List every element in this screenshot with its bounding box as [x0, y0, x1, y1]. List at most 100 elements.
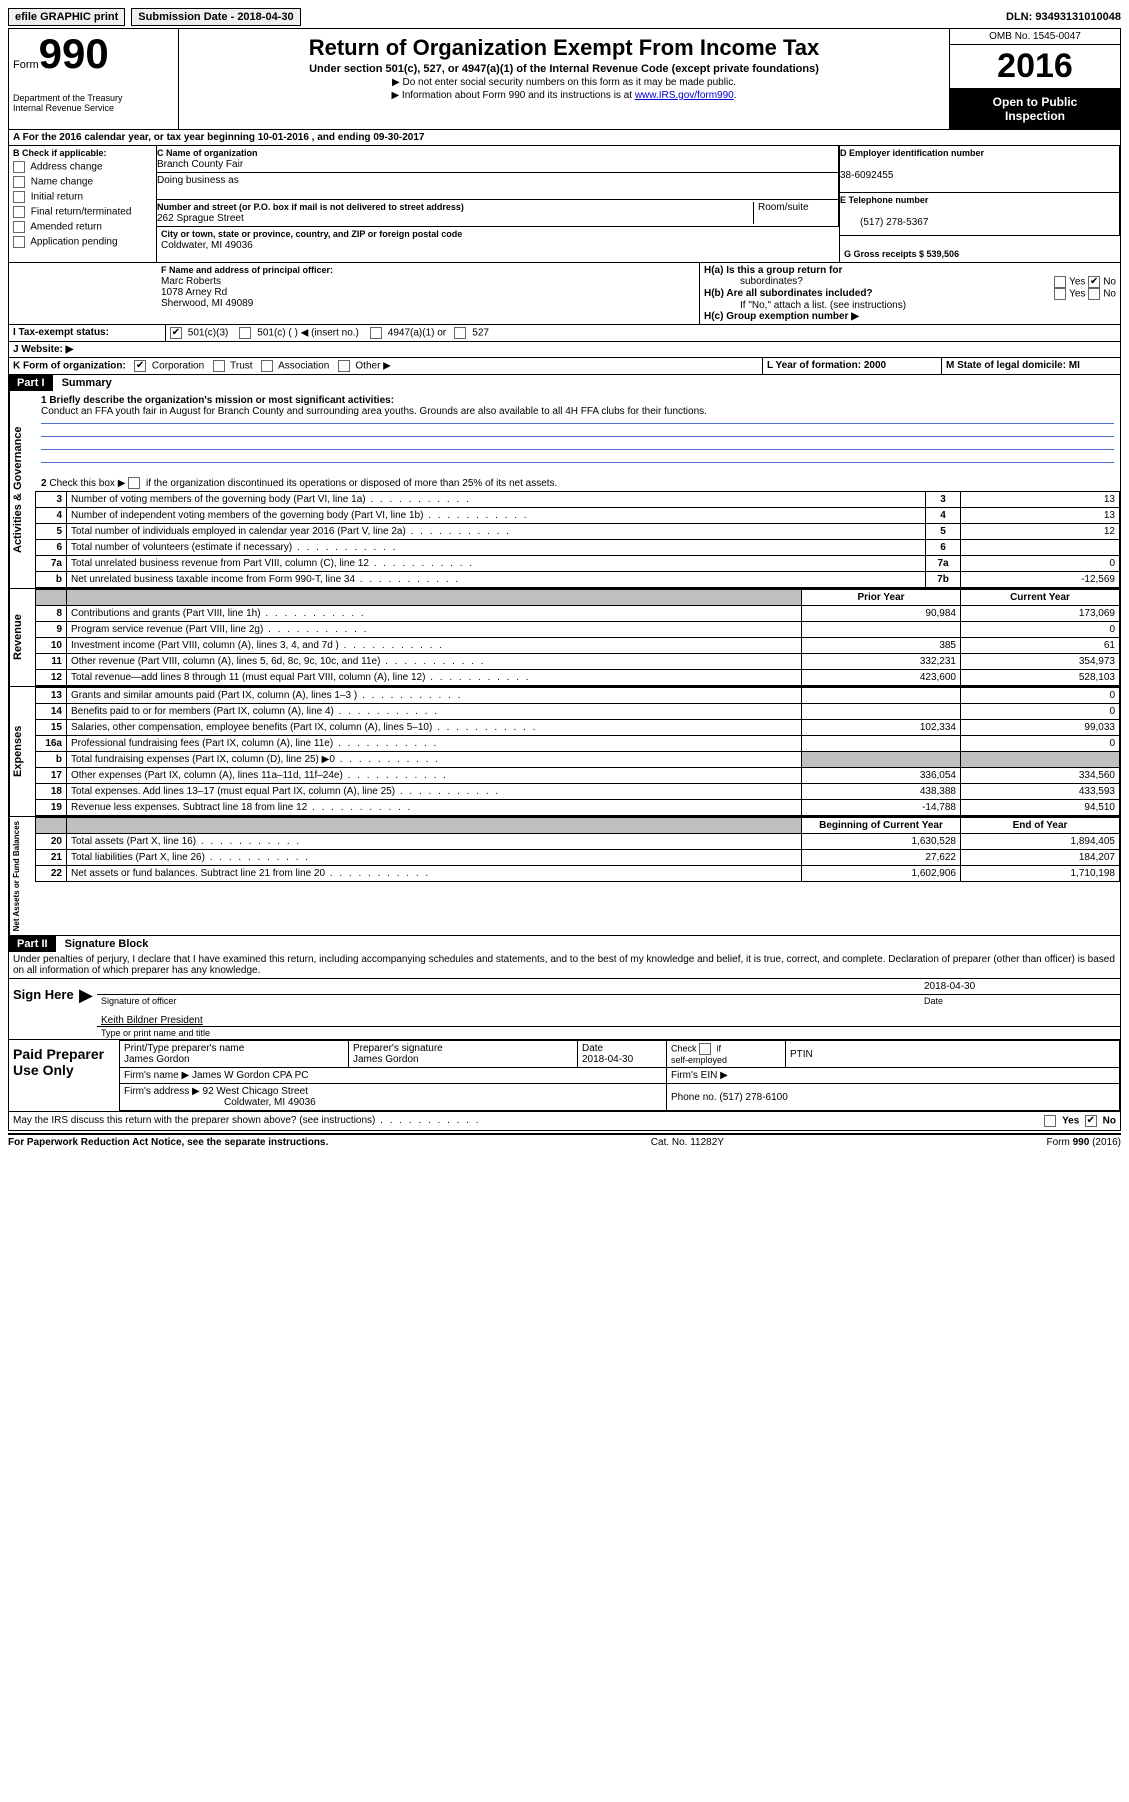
officer-name: Marc Roberts: [161, 276, 221, 287]
pt-date-h: Date: [582, 1043, 603, 1054]
ssn-note: ▶ Do not enter social security numbers o…: [183, 77, 945, 88]
strip-revenue: Revenue: [9, 589, 35, 686]
officer-printed-name: Keith Bildner President: [101, 1015, 203, 1026]
strip-netassets: Net Assets or Fund Balances: [9, 817, 35, 935]
hb-note: If "No," attach a list. (see instruction…: [704, 300, 1116, 311]
perjury-declaration: Under penalties of perjury, I declare th…: [9, 952, 1120, 978]
form-number: 990: [39, 30, 109, 77]
firm-city: Coldwater, MI 49036: [124, 1097, 316, 1108]
part1-title: Summary: [56, 377, 112, 389]
ptin-label: PTIN: [786, 1041, 1120, 1068]
assoc-checkbox[interactable]: [261, 360, 273, 372]
row-i-label: I Tax-exempt status:: [13, 327, 109, 338]
ein-value: 38-6092455: [840, 170, 893, 181]
box-c-header: C Name of organization: [157, 148, 258, 158]
firm-name: James W Gordon CPA PC: [192, 1070, 309, 1081]
box-d-header: D Employer identification number: [840, 148, 984, 158]
pt-name: James Gordon: [124, 1054, 190, 1065]
mission-text: Conduct an FFA youth fair in August for …: [41, 406, 707, 417]
ha-label: H(a) Is this a group return for: [704, 265, 842, 276]
form-title: Return of Organization Exempt From Incom…: [183, 35, 945, 61]
box-e-header: E Telephone number: [840, 195, 928, 205]
checkbox-name-change[interactable]: [13, 176, 25, 188]
ha-yes-checkbox[interactable]: [1054, 276, 1066, 288]
city-state-zip: Coldwater, MI 49036: [161, 240, 253, 251]
dba-label: Doing business as: [157, 175, 239, 186]
hc-label: H(c) Group exemption number ▶: [704, 311, 859, 322]
sig-officer-label: Signature of officer: [97, 994, 920, 1007]
hb-no-checkbox[interactable]: [1088, 288, 1100, 300]
dln-label: DLN: 93493131010048: [1006, 11, 1121, 23]
row-l-formation: L Year of formation: 2000: [767, 360, 886, 371]
row-k-label: K Form of organization:: [13, 361, 126, 372]
sign-arrow-icon: ▶: [79, 979, 97, 1039]
governance-table: 3Number of voting members of the governi…: [35, 491, 1120, 588]
hb-label: H(b) Are all subordinates included?: [704, 288, 873, 300]
pt-sig-h: Preparer's signature: [353, 1043, 443, 1054]
form-subtitle: Under section 501(c), 527, or 4947(a)(1)…: [183, 63, 945, 75]
4947-checkbox[interactable]: [370, 327, 382, 339]
strip-expenses: Expenses: [9, 687, 35, 816]
paperwork-notice: For Paperwork Reduction Act Notice, see …: [8, 1137, 328, 1148]
type-name-label: Type or print name and title: [97, 1026, 920, 1039]
527-checkbox[interactable]: [454, 327, 466, 339]
discuss-yes-checkbox[interactable]: [1044, 1115, 1056, 1127]
self-employed-checkbox[interactable]: [699, 1043, 711, 1055]
pt-sig: James Gordon: [353, 1054, 419, 1065]
firm-phone-h: Phone no.: [671, 1092, 717, 1103]
checkbox-amended-return[interactable]: [13, 221, 25, 233]
firm-ein: Firm's EIN ▶: [667, 1068, 1120, 1084]
pt-name-h: Print/Type preparer's name: [124, 1043, 244, 1054]
efile-print-button[interactable]: efile GRAPHIC print: [8, 8, 125, 26]
netassets-table: Beginning of Current YearEnd of Year20To…: [35, 817, 1120, 882]
sig-date-label: Date: [920, 994, 1120, 1007]
page-footer: For Paperwork Reduction Act Notice, see …: [8, 1133, 1121, 1148]
sign-here-label: Sign Here: [9, 979, 79, 1039]
checkbox-initial-return[interactable]: [13, 191, 25, 203]
hb-yes-checkbox[interactable]: [1054, 288, 1066, 300]
tax-year: 2016: [950, 45, 1120, 89]
paid-preparer-label: Paid Preparer Use Only: [9, 1040, 119, 1111]
form-label: Form: [13, 59, 39, 71]
dept-irs: Internal Revenue Service: [13, 103, 174, 113]
org-name: Branch County Fair: [157, 159, 243, 170]
checkbox-application-pending[interactable]: [13, 236, 25, 248]
checkbox-final-return-terminated[interactable]: [13, 206, 25, 218]
street-address: 262 Sprague Street: [157, 213, 244, 224]
checkbox-address-change[interactable]: [13, 161, 25, 173]
expenses-table: 13Grants and similar amounts paid (Part …: [35, 687, 1120, 816]
firm-name-h: Firm's name ▶: [124, 1070, 189, 1081]
open-public-1: Open to Public: [993, 95, 1078, 109]
other-checkbox[interactable]: [338, 360, 350, 372]
submission-date: Submission Date - 2018-04-30: [131, 8, 300, 26]
preparer-table: Print/Type preparer's nameJames Gordon P…: [119, 1040, 1120, 1111]
officer-addr2: Sherwood, MI 49089: [161, 298, 253, 309]
box-b-header: B Check if applicable:: [13, 148, 152, 158]
box-g-receipts: G Gross receipts $ 539,506: [844, 249, 959, 259]
officer-addr1: 1078 Arney Rd: [161, 287, 227, 298]
sig-date-value: 2018-04-30: [920, 979, 1120, 994]
discuss-no-checkbox[interactable]: [1085, 1115, 1097, 1127]
501c-checkbox[interactable]: [239, 327, 251, 339]
form-version: Form 990 (2016): [1047, 1137, 1121, 1148]
line1-label: 1 Briefly describe the organization's mi…: [41, 395, 394, 406]
omb-number: OMB No. 1545-0047: [950, 29, 1120, 45]
irs-link[interactable]: www.IRS.gov/form990: [635, 90, 734, 101]
501c3-checkbox[interactable]: [170, 327, 182, 339]
pt-date: 2018-04-30: [582, 1054, 633, 1065]
ha-sub: subordinates?: [704, 276, 803, 288]
row-a-tax-year: A For the 2016 calendar year, or tax yea…: [8, 130, 1121, 146]
box-f-header: F Name and address of principal officer:: [161, 265, 333, 275]
row-m-domicile: M State of legal domicile: MI: [946, 360, 1080, 371]
dept-treasury: Department of the Treasury: [13, 93, 174, 103]
discuss-question: May the IRS discuss this return with the…: [13, 1115, 375, 1126]
firm-addr-h: Firm's address ▶: [124, 1086, 200, 1097]
ha-no-checkbox[interactable]: [1088, 276, 1100, 288]
revenue-table: Prior YearCurrent Year8Contributions and…: [35, 589, 1120, 686]
trust-checkbox[interactable]: [213, 360, 225, 372]
city-header: City or town, state or province, country…: [161, 229, 462, 239]
corp-checkbox[interactable]: [134, 360, 146, 372]
part2-header: Part II: [9, 936, 56, 952]
form-header: Form990 Department of the Treasury Inter…: [8, 28, 1121, 130]
discontinued-checkbox[interactable]: [128, 477, 140, 489]
